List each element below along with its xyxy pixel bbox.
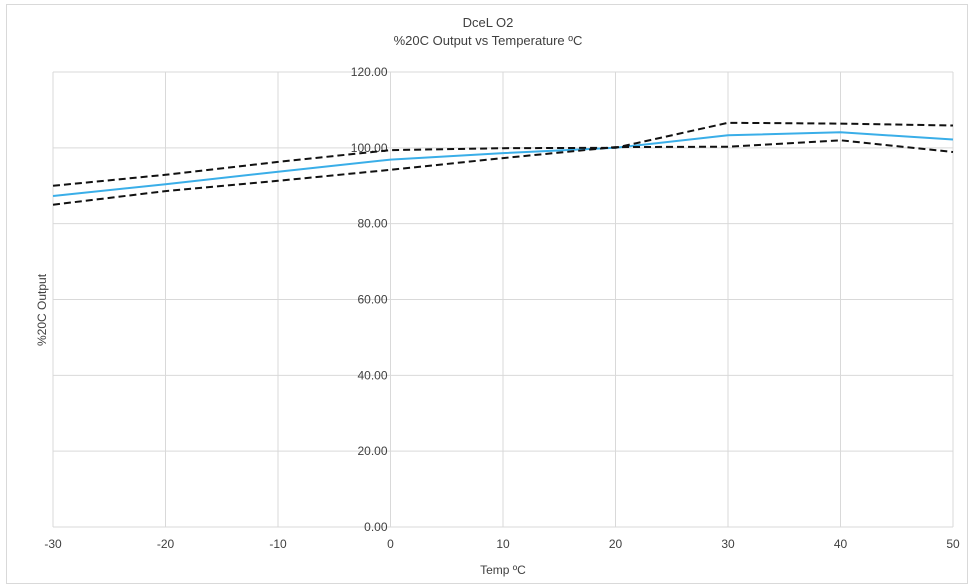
x-tick-label: -10 (269, 537, 287, 551)
x-tick-label: 20 (609, 537, 623, 551)
dashed-series-line-2 (52, 139, 954, 206)
x-tick-label: 40 (834, 537, 848, 551)
y-tick-label: 80.00 (357, 217, 387, 231)
chart-title: DceL O2 (462, 15, 514, 30)
tick-labels: -30 -20 -10 0 10 20 30 40 50 0.00 20.00 40.00 60.00 8… (44, 65, 960, 551)
chart-subtitle: %20C Output vs Temperature ºC (393, 33, 583, 48)
y-tick-label: 120.00 (351, 65, 388, 79)
series-lines (52, 121, 954, 206)
x-axis-title: Temp ºC (480, 563, 526, 577)
y-tick-label: 100.00 (351, 141, 388, 155)
dashed-series-line-1 (52, 121, 954, 187)
y-tick-label: 0.00 (364, 520, 388, 534)
chart-frame (6, 4, 968, 584)
x-tick-label: 0 (387, 537, 394, 551)
y-tick-label: 20.00 (357, 444, 387, 458)
y-tick-label: 40.00 (357, 368, 387, 382)
y-axis-title: %20C Output (35, 273, 49, 346)
x-tick-label: -30 (44, 537, 62, 551)
y-tick-label: 60.00 (357, 293, 387, 307)
x-tick-label: 30 (721, 537, 735, 551)
x-tick-label: 10 (496, 537, 510, 551)
x-tick-label: 50 (946, 537, 960, 551)
x-tick-label: -20 (157, 537, 175, 551)
grid-lines (52, 71, 954, 528)
solid-series-line-0 (52, 131, 954, 197)
